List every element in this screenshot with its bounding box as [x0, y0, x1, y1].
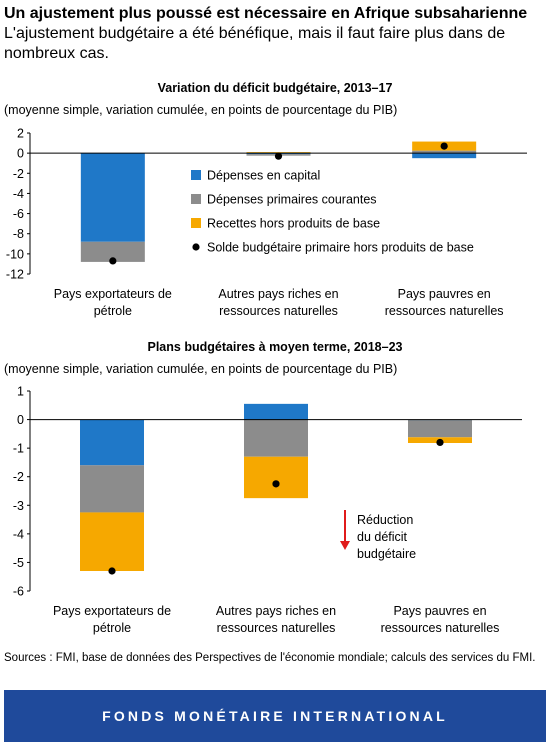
legend-swatch-1: [191, 194, 201, 204]
bar-d-penses-primaires-courantes-2: [412, 150, 477, 154]
chart-2: 1 0 -1 -2 -3 -4 -5 -6 Pays exportateurs de pétrol…: [13, 385, 522, 635]
legend-swatch-3: [192, 243, 200, 251]
y-tick-label: 1: [17, 385, 24, 399]
chart-1-unit: (moyenne simple, variation cumulée, en p…: [4, 103, 398, 117]
bar-recettes-hors-produits-de-base-0: [80, 512, 144, 571]
y-tick-label: -6: [13, 585, 24, 599]
y-tick-label: -5: [13, 556, 24, 570]
y-tick-label: -10: [6, 247, 24, 261]
figure-heading: Un ajustement plus poussé est nécessaire…: [4, 4, 546, 64]
category-label-2-line-0: Pays pauvres en: [398, 287, 491, 301]
bar-d-penses-en-capital-1: [244, 403, 308, 420]
category-label-0-line-1: pétrole: [93, 621, 131, 635]
figure-subtitle: L'ajustement budgétaire a été bénéfique,…: [4, 25, 506, 62]
y-tick-label: -8: [13, 227, 24, 241]
sources-note: Sources : FMI, base de données des Persp…: [4, 652, 536, 664]
category-label-0-line-1: pétrole: [94, 304, 132, 318]
deficit-annotation-line-0: Réduction: [357, 513, 413, 527]
legend-swatch-2: [191, 218, 201, 228]
bar-d-penses-en-capital-0: [80, 419, 144, 466]
bar-d-penses-primaires-courantes-0: [80, 241, 145, 262]
footer-text: FONDS MONÉTAIRE INTERNATIONAL: [102, 708, 448, 724]
bar-d-penses-en-capital-2: [412, 153, 477, 159]
bar-d-penses-primaires-courantes-1: [244, 419, 308, 457]
y-tick-label: -1: [13, 442, 24, 456]
solde-point-0: [108, 567, 116, 575]
figure-title: Un ajustement plus poussé est nécessaire…: [4, 5, 528, 22]
category-label-1-line-0: Autres pays riches en: [218, 287, 338, 301]
bar-d-penses-primaires-courantes-0: [80, 465, 144, 513]
legend-label-3: Solde budgétaire primaire hors produits …: [207, 241, 474, 255]
deficit-annotation-line-2: budgétaire: [357, 547, 416, 561]
y-tick-label: -2: [13, 470, 24, 484]
y-tick-label: 2: [17, 127, 24, 141]
y-tick-label: -3: [13, 499, 24, 513]
y-tick-label: -4: [13, 527, 24, 541]
category-label-2-line-1: ressources naturelles: [385, 304, 504, 318]
solde-point-1: [274, 152, 283, 160]
category-label-1-line-1: ressources naturelles: [219, 304, 338, 318]
category-label-0-line-0: Pays exportateurs de: [53, 604, 171, 618]
category-label-1-line-0: Autres pays riches en: [216, 604, 336, 618]
solde-point-2: [436, 438, 444, 447]
footer-banner: FONDS MONÉTAIRE INTERNATIONAL: [4, 690, 546, 742]
solde-point-0: [109, 257, 117, 265]
chart-1-title: Variation du déficit budgétaire, 2013–17: [157, 81, 393, 95]
solde-point-1: [272, 480, 280, 488]
chart-2-unit: (moyenne simple, variation cumulée, en p…: [4, 362, 398, 376]
bar-d-penses-primaires-courantes-2: [408, 420, 472, 438]
chart-2-title: Plans budgétaires à moyen terme, 2018–23: [147, 340, 403, 354]
category-label-0-line-0: Pays exportateurs de: [54, 287, 172, 301]
y-tick-label: -2: [13, 167, 24, 181]
deficit-annotation-line-1: du déficit: [357, 530, 408, 544]
y-tick-label: -4: [13, 187, 24, 201]
legend-label-2: Recettes hors produits de base: [207, 217, 380, 231]
chart-1: 2 0 -2 -4 -6 -8 -10 -12 Pays exportateurs de pétr…: [6, 127, 527, 318]
y-tick-label: -6: [13, 207, 24, 221]
solde-point-2: [440, 142, 448, 150]
category-label-2-line-1: ressources naturelles: [381, 621, 500, 635]
category-label-2-line-0: Pays pauvres en: [393, 604, 486, 618]
y-tick-label: -12: [6, 268, 24, 282]
deficit-arrow-head: [340, 541, 350, 550]
legend-label-1: Dépenses primaires courantes: [207, 193, 377, 207]
bar-recettes-hors-produits-de-base-1: [244, 456, 308, 499]
bar-d-penses-en-capital-0: [80, 153, 145, 242]
legend-swatch-0: [191, 170, 201, 180]
category-label-1-line-1: ressources naturelles: [217, 621, 336, 635]
legend-label-0: Dépenses en capital: [207, 169, 320, 183]
y-tick-label: 0: [17, 147, 24, 161]
y-tick-label: 0: [17, 413, 24, 427]
